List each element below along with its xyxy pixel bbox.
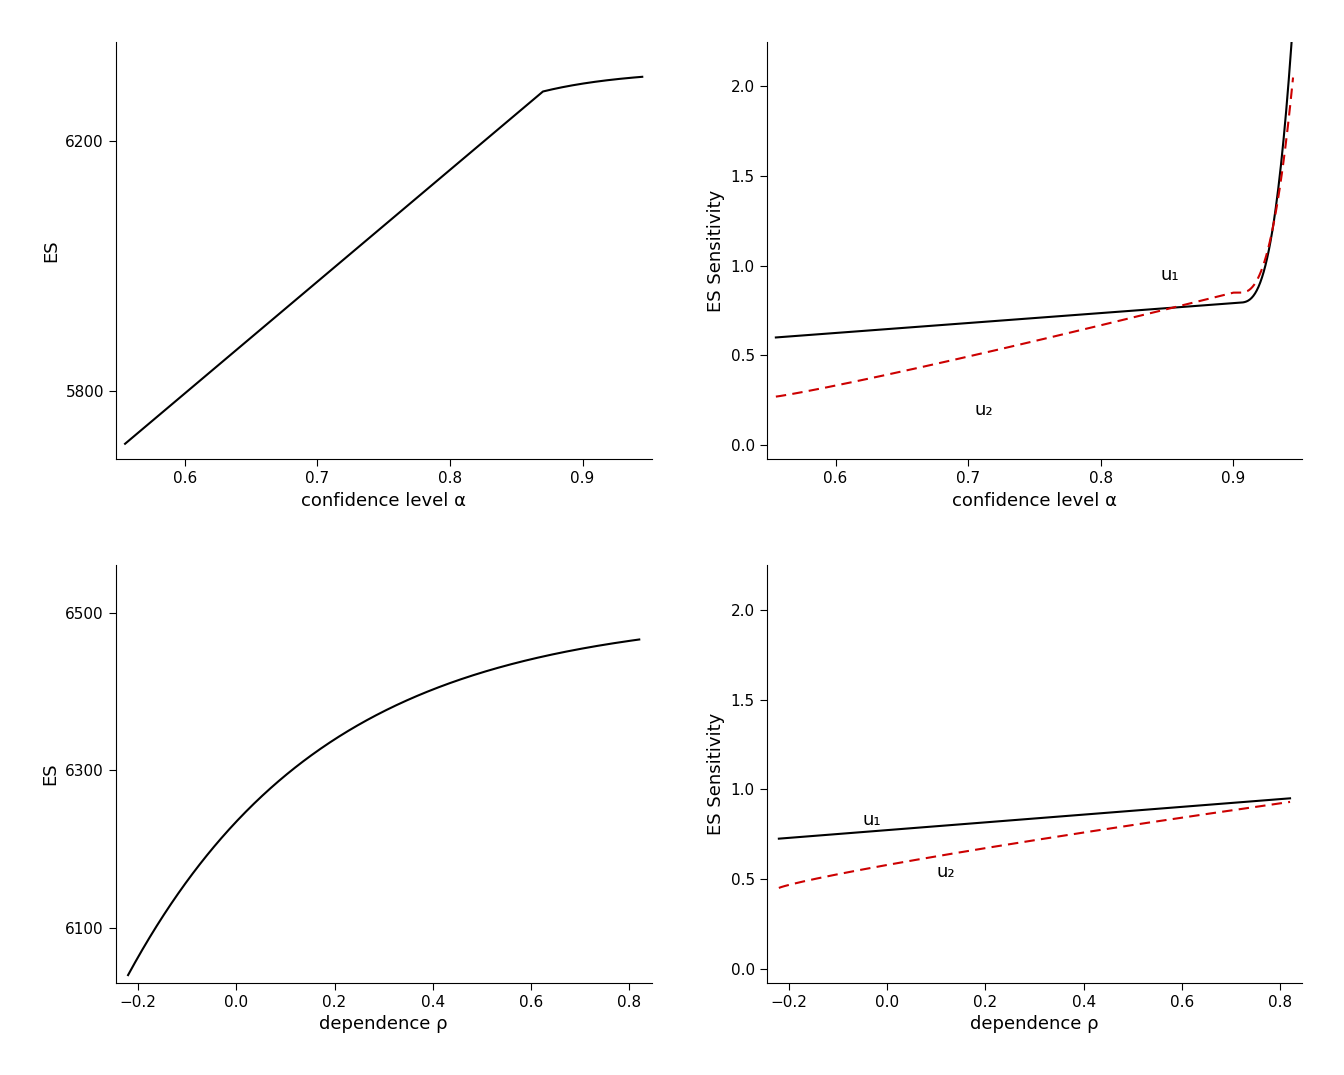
Text: u₁: u₁ bbox=[863, 812, 882, 829]
Text: u₁: u₁ bbox=[1160, 267, 1179, 284]
Text: u₂: u₂ bbox=[937, 863, 954, 881]
Y-axis label: ES: ES bbox=[42, 763, 59, 786]
X-axis label: dependence ρ: dependence ρ bbox=[320, 1015, 448, 1033]
X-axis label: confidence level α: confidence level α bbox=[301, 491, 466, 510]
Y-axis label: ES Sensitivity: ES Sensitivity bbox=[707, 189, 726, 312]
Y-axis label: ES: ES bbox=[42, 240, 59, 262]
Y-axis label: ES Sensitivity: ES Sensitivity bbox=[707, 713, 726, 835]
X-axis label: dependence ρ: dependence ρ bbox=[970, 1015, 1099, 1033]
X-axis label: confidence level α: confidence level α bbox=[952, 491, 1117, 510]
Text: u₂: u₂ bbox=[974, 401, 993, 418]
